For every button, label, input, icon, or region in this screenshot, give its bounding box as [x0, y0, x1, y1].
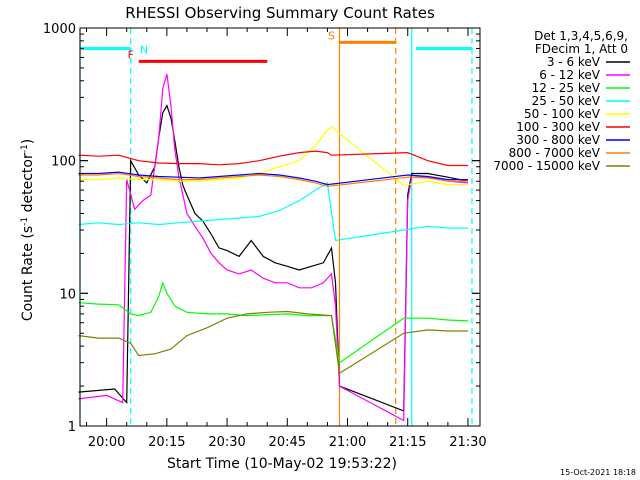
x-axis-label: Start Time (10-May-02 19:53:22) [167, 456, 397, 472]
legend-header: FDecim 1, Att 0 [535, 42, 628, 56]
legend-label: 7000 - 15000 keV [493, 159, 600, 173]
legend-label: 300 - 800 keV [516, 133, 600, 147]
series-line [78, 73, 469, 422]
series-lines [78, 73, 469, 422]
legend-label: 6 - 12 keV [539, 68, 601, 82]
legend-label: 800 - 7000 keV [509, 146, 601, 160]
legend-header: Det 1,3,4,5,6,9, [534, 29, 628, 43]
y-tick-label: 1 [68, 420, 76, 435]
axes: 1 10 100 1000 20:00 20:15 20:30 20:45 21:00 21:15… [43, 22, 487, 450]
legend-label: 3 - 6 keV [547, 55, 601, 69]
x-tick-label: 21:30 [449, 435, 486, 450]
x-tick-label: 20:30 [208, 435, 245, 450]
series-line [78, 172, 468, 188]
x-tick-label: 21:15 [389, 435, 426, 450]
chart-title: RHESSI Observing Summary Count Rates [125, 4, 435, 22]
legend-label: 12 - 25 keV [532, 81, 601, 95]
series-line [78, 280, 469, 364]
flag-label: S [328, 29, 335, 42]
footer-date: 15-Oct-2021 18:18 [560, 468, 636, 477]
y-axis-label-text: detector [20, 153, 36, 217]
series-line [78, 150, 468, 167]
legend-label: 25 - 50 keV [532, 94, 601, 108]
plot-frame [79, 27, 481, 427]
series-line [78, 310, 468, 375]
y-axis-label-exponent: -1 [20, 217, 30, 226]
y-axis-label-exponent: -1 [20, 144, 30, 153]
x-tick-label: 20:15 [148, 435, 185, 450]
flag-label: F [128, 48, 134, 61]
x-tick-label: 21:00 [329, 435, 366, 450]
x-tick-label: 20:45 [269, 435, 306, 450]
legend-label: 100 - 300 keV [516, 120, 600, 134]
x-tick-label: 20:00 [88, 435, 125, 450]
flag-label: N [140, 44, 148, 57]
legend: Det 1,3,4,5,6,9,FDecim 1, Att 03 - 6 keV… [493, 29, 630, 173]
y-tick-label: 10 [59, 287, 76, 302]
series-line [78, 181, 468, 242]
y-axis-label: Count Rate (s-1 detector-1) [20, 139, 36, 321]
y-axis-label-text: Count Rate (s [20, 226, 36, 321]
series-line [78, 171, 468, 186]
y-tick-label: 1000 [43, 22, 76, 37]
y-axis-label-text: ) [20, 139, 36, 144]
legend-label: 50 - 100 keV [524, 107, 601, 121]
y-tick-label: 100 [51, 155, 76, 170]
